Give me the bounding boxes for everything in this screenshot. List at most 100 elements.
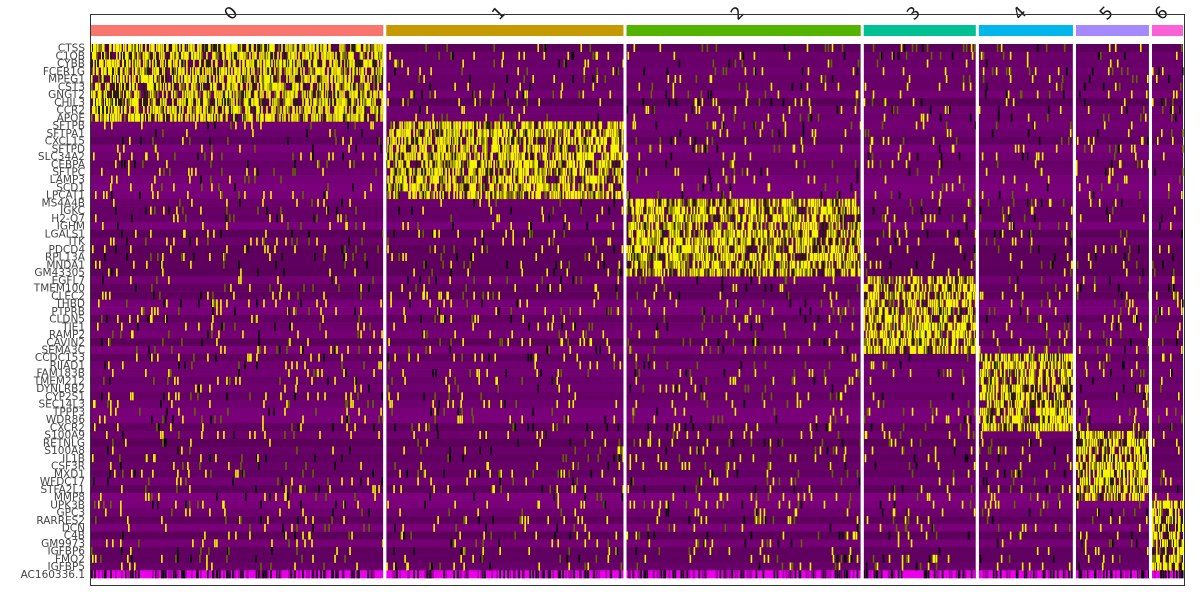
heatmap-cell — [179, 67, 181, 76]
heatmap-cell — [626, 206, 629, 215]
heatmap-cell — [552, 129, 555, 138]
heatmap-cell — [435, 136, 437, 145]
heatmap-cell — [238, 67, 240, 76]
heatmap-cell — [394, 67, 396, 76]
heatmap-cell — [227, 67, 229, 76]
heatmap-cell — [492, 144, 494, 153]
heatmap-cell — [491, 570, 493, 579]
heatmap-cell — [575, 167, 578, 176]
heatmap-cell — [449, 183, 451, 192]
heatmap-cell — [201, 82, 203, 91]
heatmap-cell — [143, 105, 145, 114]
heatmap-cell — [233, 90, 235, 99]
heatmap-row-bg — [91, 461, 384, 470]
heatmap-cell — [156, 44, 158, 53]
heatmap-cell — [182, 44, 184, 53]
heatmap-cell — [297, 423, 299, 432]
heatmap-cell — [236, 105, 238, 114]
heatmap-cell — [463, 547, 465, 556]
heatmap-cell — [521, 338, 523, 347]
heatmap-cell — [152, 44, 154, 53]
heatmap-cell — [214, 121, 216, 130]
heatmap-cell — [499, 547, 501, 556]
heatmap-cell — [104, 105, 106, 114]
heatmap-cell — [424, 129, 426, 138]
heatmap-cell — [242, 330, 244, 339]
heatmap-cell — [479, 198, 481, 207]
heatmap-cell — [143, 82, 145, 91]
heatmap-cell — [618, 461, 621, 470]
heatmap-cell — [186, 59, 188, 68]
heatmap-cell — [588, 322, 591, 331]
heatmap-cell — [472, 90, 474, 99]
heatmap-cell — [479, 121, 481, 130]
heatmap-row-bg — [91, 338, 384, 347]
heatmap-cell — [195, 121, 197, 130]
heatmap-cell — [340, 214, 342, 223]
heatmap-row-bg — [91, 229, 384, 238]
heatmap-cell — [106, 314, 108, 323]
heatmap-cell — [449, 129, 451, 138]
heatmap-cell — [388, 338, 390, 347]
heatmap-row-bg — [91, 322, 384, 331]
heatmap-cell — [479, 430, 481, 439]
heatmap-cell — [226, 105, 228, 114]
heatmap-cell — [151, 492, 153, 501]
heatmap-cell — [113, 44, 115, 53]
heatmap-cell — [367, 570, 369, 579]
heatmap-cell — [347, 121, 349, 130]
heatmap-cell — [473, 167, 475, 176]
heatmap-cell — [115, 105, 117, 114]
heatmap-cell — [566, 183, 569, 192]
heatmap-cell — [613, 136, 616, 145]
heatmap-cell — [560, 307, 563, 316]
heatmap-cell — [565, 121, 568, 130]
heatmap-cell — [517, 67, 519, 76]
heatmap-cell — [211, 330, 213, 339]
heatmap-cell — [115, 90, 117, 99]
heatmap-cell — [395, 191, 397, 200]
heatmap-cell — [463, 105, 465, 114]
heatmap-cell — [628, 245, 631, 254]
heatmap-cell — [606, 152, 609, 161]
heatmap-cell — [135, 570, 137, 579]
heatmap-cell — [263, 59, 265, 68]
heatmap-cell — [509, 415, 511, 424]
heatmap-cell — [286, 90, 288, 99]
heatmap-cell — [368, 508, 370, 517]
heatmap-cell — [269, 67, 271, 76]
heatmap-cell — [110, 400, 112, 409]
heatmap-cell — [107, 59, 109, 68]
heatmap-cell — [628, 229, 631, 238]
heatmap-cell — [409, 152, 411, 161]
heatmap-cell — [461, 353, 463, 362]
heatmap-cell — [364, 415, 366, 424]
heatmap-row-bg — [626, 454, 861, 463]
heatmap-cell — [201, 338, 203, 347]
heatmap-cell — [216, 59, 218, 68]
heatmap-cell — [163, 51, 165, 60]
heatmap-cell — [389, 191, 391, 200]
heatmap-cell — [162, 59, 164, 68]
heatmap-cell — [584, 485, 587, 494]
heatmap-cell — [200, 175, 202, 184]
heatmap-cell — [438, 167, 440, 176]
heatmap-cell — [489, 167, 491, 176]
heatmap-cell — [291, 90, 293, 99]
heatmap-cell — [409, 136, 411, 145]
heatmap-cell — [242, 113, 244, 122]
heatmap-cell — [230, 121, 232, 130]
heatmap-cell — [576, 129, 579, 138]
heatmap-cell — [239, 516, 241, 525]
heatmap-cell — [532, 160, 535, 169]
heatmap-cell — [348, 237, 350, 246]
heatmap-cell — [222, 67, 224, 76]
heatmap-row-bg — [91, 485, 384, 494]
heatmap-cell — [174, 82, 176, 91]
heatmap-cell — [419, 144, 421, 153]
heatmap-cell — [459, 531, 461, 540]
heatmap-cell — [240, 105, 242, 114]
heatmap-cell — [109, 113, 111, 122]
heatmap-cell — [390, 299, 392, 308]
heatmap-cell — [211, 67, 213, 76]
